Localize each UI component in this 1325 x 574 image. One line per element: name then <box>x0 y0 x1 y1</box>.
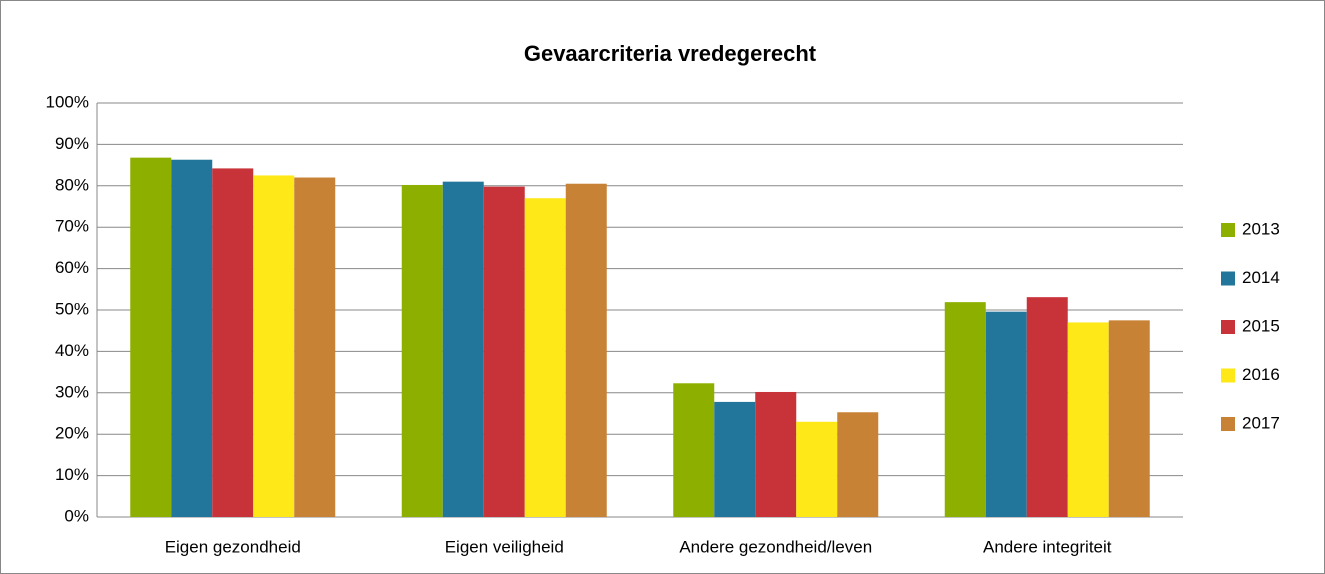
x-tick-label: Eigen gezondheid <box>165 537 301 556</box>
bar <box>755 391 797 517</box>
bar <box>944 302 986 517</box>
bar <box>294 177 336 517</box>
y-tick-label: 40% <box>55 341 89 360</box>
legend-label: 2017 <box>1242 413 1280 432</box>
bar <box>796 421 838 517</box>
x-tick-label: Andere gezondheid/leven <box>679 537 872 556</box>
bar <box>1026 297 1068 517</box>
bar <box>1067 322 1109 517</box>
y-tick-label: 60% <box>55 258 89 277</box>
legend-label: 2016 <box>1242 365 1280 384</box>
bar <box>1108 320 1150 517</box>
legend-label: 2014 <box>1242 268 1280 287</box>
chart-title: Gevaarcriteria vredegerecht <box>524 41 817 66</box>
legend-label: 2013 <box>1242 219 1280 238</box>
legend-swatch <box>1221 271 1235 286</box>
bar <box>565 183 607 518</box>
x-tick-label: Andere integriteit <box>983 537 1112 556</box>
bar <box>837 412 879 517</box>
y-tick-label: 10% <box>55 465 89 484</box>
bar <box>130 157 172 517</box>
y-tick-label: 20% <box>55 424 89 443</box>
bar <box>714 401 756 517</box>
legend-swatch <box>1221 223 1235 237</box>
bar <box>985 311 1027 517</box>
y-tick-label: 0% <box>64 506 89 525</box>
legend-swatch <box>1221 417 1235 431</box>
bar <box>673 383 715 517</box>
y-tick-label: 30% <box>55 382 89 401</box>
y-tick-label: 80% <box>55 175 89 194</box>
legend-swatch <box>1221 368 1235 383</box>
y-tick-label: 90% <box>55 134 89 153</box>
bar <box>401 184 443 518</box>
bar <box>212 168 254 518</box>
y-tick-label: 100% <box>46 92 89 111</box>
bar <box>253 175 295 517</box>
bar <box>524 198 566 517</box>
legend-label: 2015 <box>1242 316 1280 335</box>
legend-swatch <box>1221 320 1235 334</box>
bar <box>171 159 213 517</box>
bar <box>442 181 484 517</box>
x-tick-label: Eigen veiligheid <box>445 537 564 556</box>
bar <box>483 186 525 518</box>
y-tick-label: 70% <box>55 217 89 236</box>
y-tick-label: 50% <box>55 299 89 318</box>
